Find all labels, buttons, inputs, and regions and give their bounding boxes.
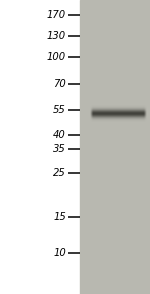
Text: 70: 70	[53, 79, 66, 89]
Text: 25: 25	[53, 168, 66, 178]
Text: 10: 10	[53, 248, 66, 258]
Text: 40: 40	[53, 130, 66, 140]
Text: 130: 130	[47, 31, 66, 41]
Text: 55: 55	[53, 105, 66, 115]
Bar	[80, 0, 150, 294]
Text: 100: 100	[47, 52, 66, 62]
Text: 15: 15	[53, 212, 66, 222]
Text: 35: 35	[53, 144, 66, 154]
Text: 170: 170	[47, 10, 66, 20]
